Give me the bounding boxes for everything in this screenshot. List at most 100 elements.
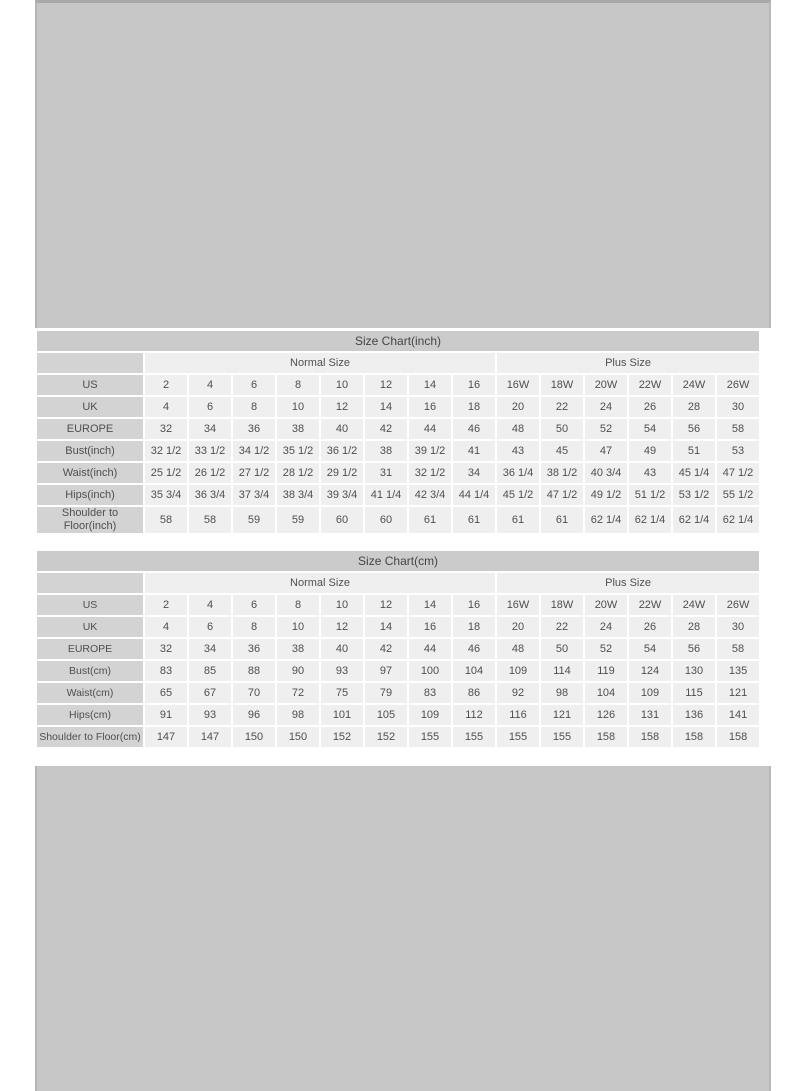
size-value-cell: 50 (541, 419, 583, 439)
size-value-cell: 12 (365, 595, 407, 615)
size-value-cell: 100 (409, 661, 451, 681)
size-chart-inch-table: Size Chart(inch) Normal Size Plus Size U… (35, 329, 761, 535)
table-title-row: Size Chart(inch) (37, 331, 760, 351)
size-value-cell: 158 (673, 727, 715, 747)
size-value-cell: 10 (277, 617, 319, 637)
size-value-cell: 12 (321, 617, 363, 637)
size-value-cell: 83 (145, 661, 187, 681)
size-value-cell: 4 (189, 595, 231, 615)
size-value-cell: 136 (673, 705, 715, 725)
size-value-cell: 152 (321, 727, 363, 747)
size-value-cell: 155 (409, 727, 451, 747)
group-header-row: Normal Size Plus Size (37, 353, 760, 373)
size-value-cell: 48 (497, 419, 539, 439)
table-row: EUROPE 32 34 36 38 40 42 44 46 48 50 52 54 56 58 (37, 419, 760, 439)
size-value-cell: 150 (233, 727, 275, 747)
table-row: US 2 4 6 8 10 12 14 16 16W 18W 20W 22W 24W 26W (37, 595, 760, 615)
size-value-cell: 6 (189, 397, 231, 417)
size-value-cell: 41 (453, 441, 495, 461)
corner-cell (37, 353, 143, 373)
size-value-cell: 36 (233, 639, 275, 659)
size-value-cell: 53 (717, 441, 760, 461)
row-label: Waist(cm) (37, 683, 143, 703)
size-value-cell: 34 (189, 419, 231, 439)
size-value-cell: 155 (453, 727, 495, 747)
size-value-cell: 32 1/2 (145, 441, 187, 461)
size-value-cell: 61 (497, 507, 539, 533)
size-value-cell: 40 (321, 419, 363, 439)
size-value-cell: 88 (233, 661, 275, 681)
table-row: UK 4 6 8 10 12 14 16 18 20 22 24 26 28 30 (37, 397, 760, 417)
size-value-cell: 2 (145, 375, 187, 395)
size-value-cell: 12 (321, 397, 363, 417)
size-value-cell: 116 (497, 705, 539, 725)
size-value-cell: 20W (585, 375, 627, 395)
size-value-cell: 39 1/2 (409, 441, 451, 461)
size-value-cell: 26 1/2 (189, 463, 231, 483)
row-label: Hips(cm) (37, 705, 143, 725)
size-value-cell: 43 (497, 441, 539, 461)
size-value-cell: 30 (717, 397, 760, 417)
size-value-cell: 58 (717, 639, 760, 659)
size-value-cell: 52 (585, 639, 627, 659)
group-header-row: Normal Size Plus Size (37, 573, 760, 593)
size-value-cell: 45 1/4 (673, 463, 715, 483)
size-value-cell: 115 (673, 683, 715, 703)
size-value-cell: 47 (585, 441, 627, 461)
size-value-cell: 16 (409, 397, 451, 417)
size-value-cell: 158 (717, 727, 760, 747)
size-value-cell: 44 1/4 (453, 485, 495, 505)
size-value-cell: 14 (409, 595, 451, 615)
table-row: Hips(cm) 91 93 96 98 101 105 109 112 116 121 126 131… (37, 705, 760, 725)
size-value-cell: 34 1/2 (233, 441, 275, 461)
size-value-cell: 61 (541, 507, 583, 533)
size-value-cell: 67 (189, 683, 231, 703)
size-value-cell: 4 (145, 397, 187, 417)
size-value-cell: 42 3/4 (409, 485, 451, 505)
table-row: Shoulder to Floor(cm) 147 147 150 150 152 152 1… (37, 727, 760, 747)
size-value-cell: 16 (409, 617, 451, 637)
size-value-cell: 8 (277, 595, 319, 615)
size-value-cell: 22W (629, 595, 671, 615)
size-value-cell: 155 (541, 727, 583, 747)
size-value-cell: 25 1/2 (145, 463, 187, 483)
size-value-cell: 135 (717, 661, 760, 681)
size-value-cell: 65 (145, 683, 187, 703)
size-value-cell: 20 (497, 397, 539, 417)
size-value-cell: 62 1/4 (585, 507, 627, 533)
size-value-cell: 33 1/2 (189, 441, 231, 461)
size-value-cell: 147 (145, 727, 187, 747)
size-value-cell: 101 (321, 705, 363, 725)
size-value-cell: 62 1/4 (629, 507, 671, 533)
size-value-cell: 4 (189, 375, 231, 395)
size-value-cell: 49 (629, 441, 671, 461)
size-value-cell: 14 (365, 617, 407, 637)
row-label: EUROPE (37, 419, 143, 439)
size-value-cell: 152 (365, 727, 407, 747)
table-row: Hips(inch) 35 3/4 36 3/4 37 3/4 38 3/4 39 3/4… (37, 485, 760, 505)
size-value-cell: 45 (541, 441, 583, 461)
size-chart-cm-table: Size Chart(cm) Normal Size Plus Size US 2… (35, 549, 761, 749)
size-value-cell: 147 (189, 727, 231, 747)
row-label: Shoulder to Floor(inch) (37, 507, 143, 533)
size-value-cell: 83 (409, 683, 451, 703)
size-value-cell: 60 (365, 507, 407, 533)
row-label: Shoulder to Floor(cm) (37, 727, 143, 747)
size-value-cell: 58 (189, 507, 231, 533)
size-value-cell: 46 (453, 419, 495, 439)
size-value-cell: 38 1/2 (541, 463, 583, 483)
table-title: Size Chart(inch) (37, 331, 760, 351)
row-label: US (37, 375, 143, 395)
size-value-cell: 26W (717, 375, 760, 395)
size-value-cell: 39 3/4 (321, 485, 363, 505)
size-value-cell: 20 (497, 617, 539, 637)
size-value-cell: 53 1/2 (673, 485, 715, 505)
size-value-cell: 24W (673, 595, 715, 615)
size-value-cell: 85 (189, 661, 231, 681)
size-value-cell: 44 (409, 639, 451, 659)
size-value-cell: 105 (365, 705, 407, 725)
size-value-cell: 126 (585, 705, 627, 725)
corner-cell (37, 573, 143, 593)
size-value-cell: 50 (541, 639, 583, 659)
size-value-cell: 158 (629, 727, 671, 747)
